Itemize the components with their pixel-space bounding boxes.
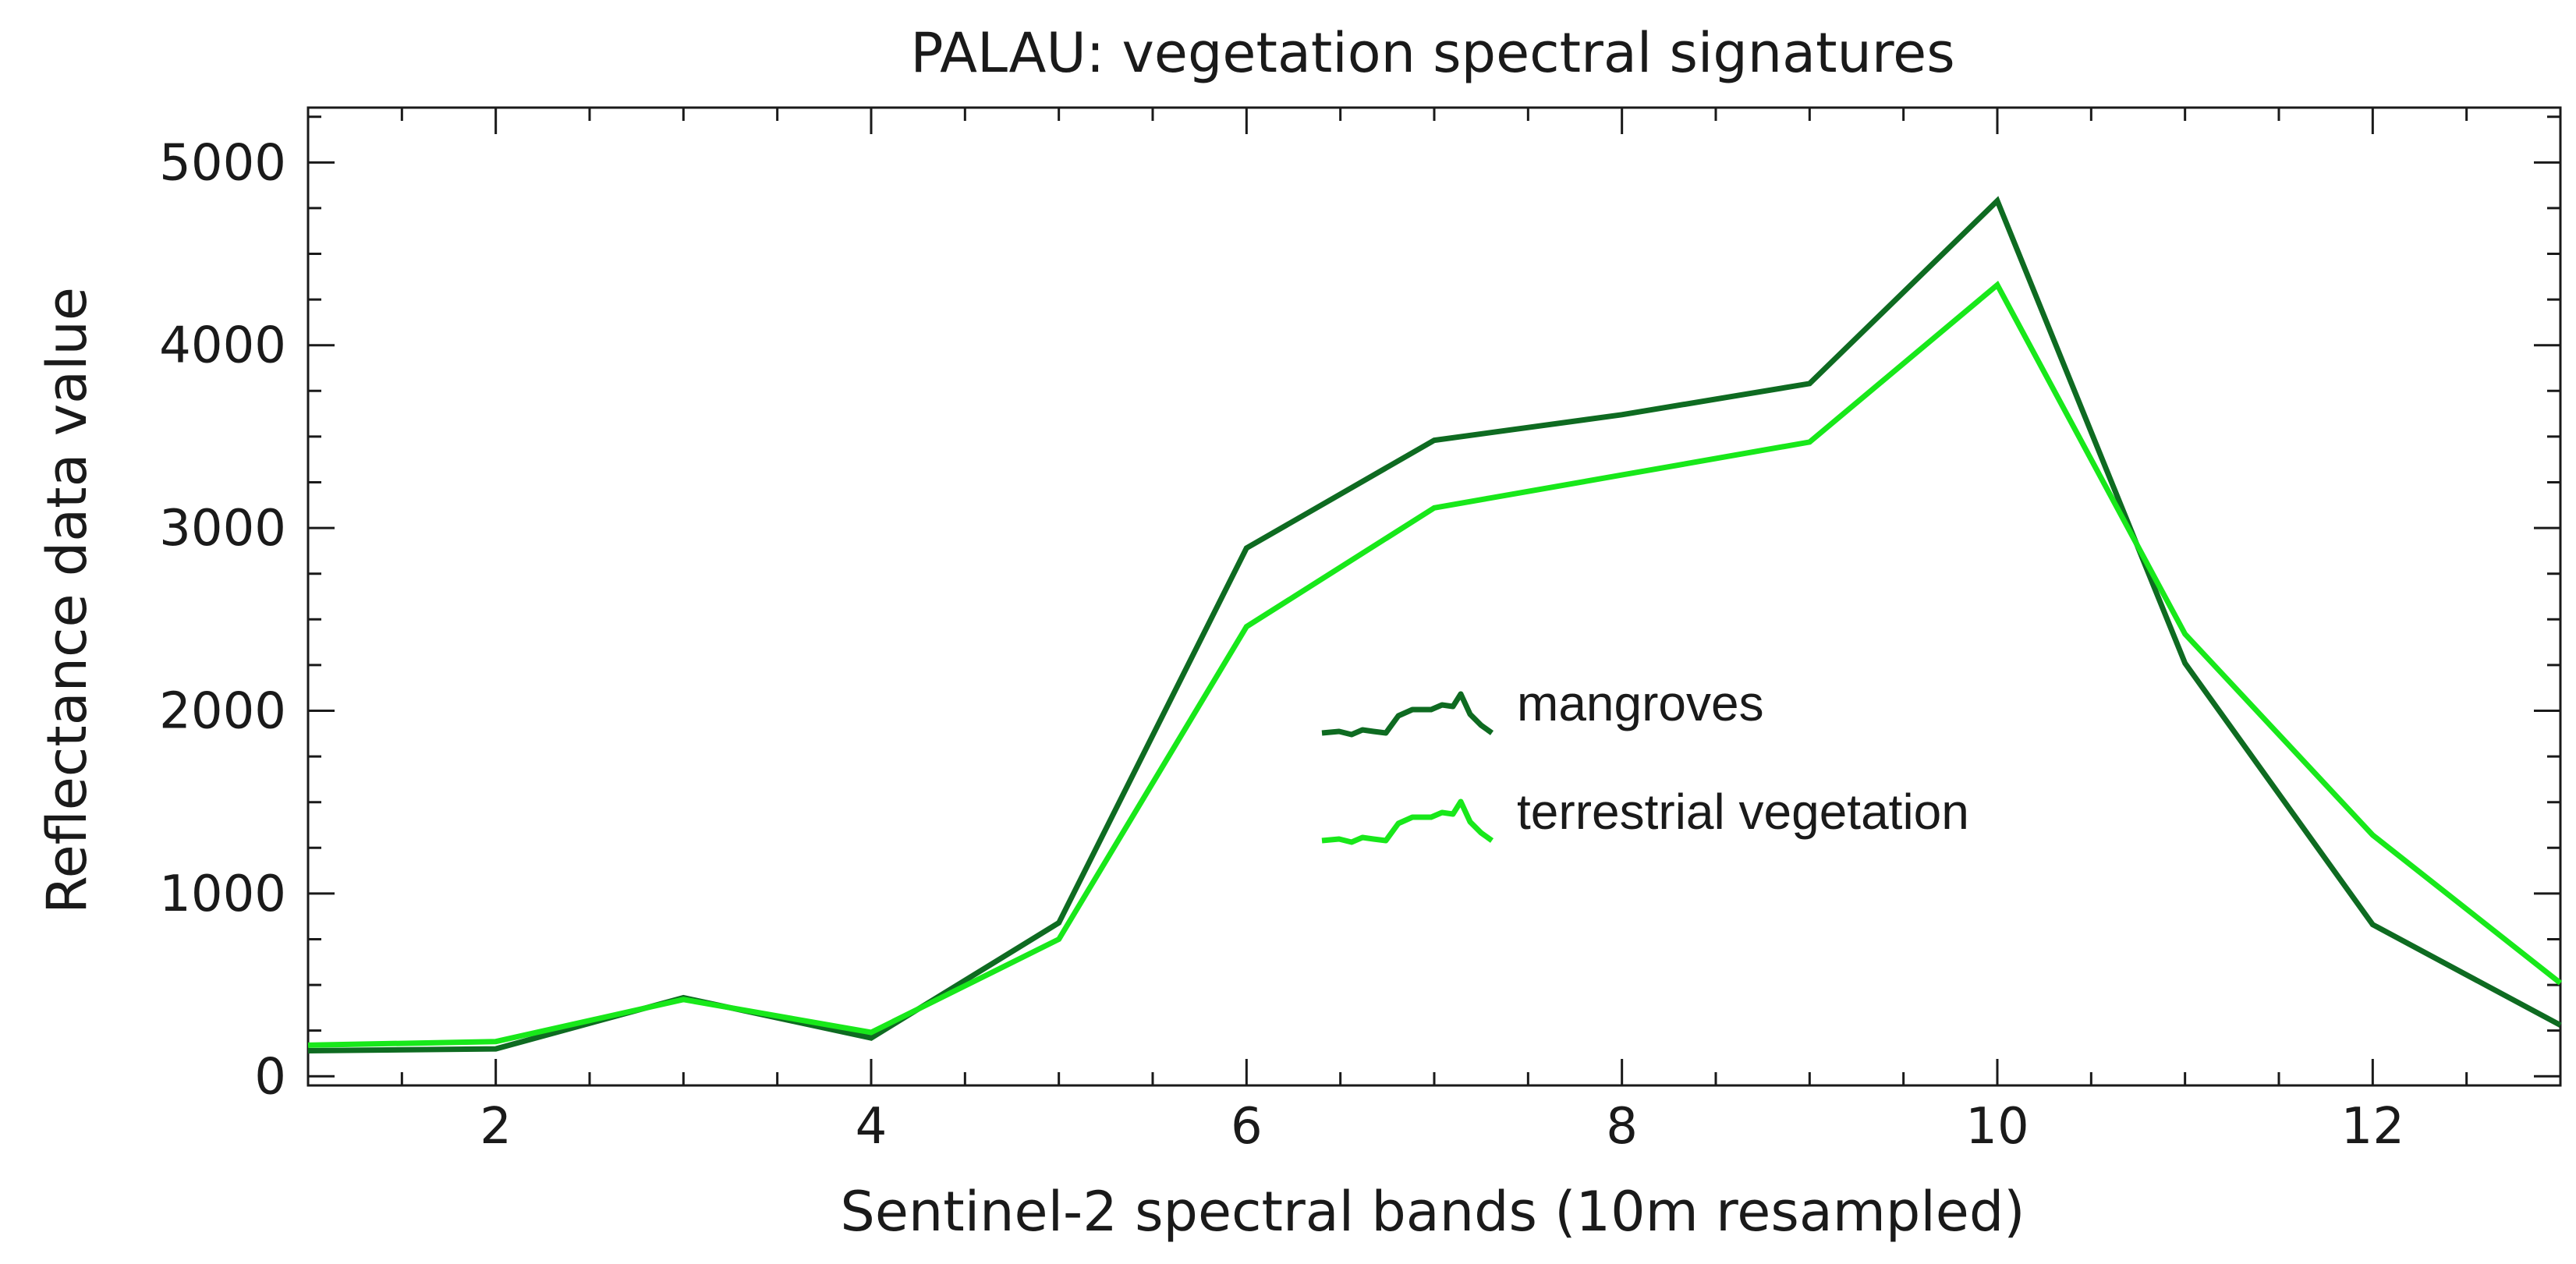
legend: mangroves terrestrial vegetation xyxy=(1321,675,1969,845)
x-tick-label: 8 xyxy=(1606,1098,1638,1156)
series-line-mangroves xyxy=(307,196,2562,1053)
legend-swatch xyxy=(1321,691,1494,738)
y-tick-label: 5000 xyxy=(159,134,286,192)
legend-label: mangroves xyxy=(1517,675,1764,731)
chart-title: PALAU: vegetation spectral signatures xyxy=(910,21,1954,85)
x-tick-label: 2 xyxy=(480,1098,512,1156)
y-tick-label: 1000 xyxy=(159,866,286,923)
y-tick-label: 2000 xyxy=(159,682,286,740)
plot-frame xyxy=(306,106,2562,1087)
tick-labels: 2 4 6 8 10 12 0 1000 2000 3000 4000 5000 xyxy=(159,134,2404,1156)
legend-swatch xyxy=(1321,798,1494,845)
y-tick-label: 0 xyxy=(254,1048,286,1106)
x-tick-label: 10 xyxy=(1965,1098,2029,1156)
x-axis-label: Sentinel-2 spectral bands (10m resampled… xyxy=(840,1180,2025,1244)
legend-label: terrestrial vegetation xyxy=(1517,784,1969,840)
x-tick-label: 4 xyxy=(856,1098,888,1156)
y-tick-label: 4000 xyxy=(159,317,286,375)
axis-ticks xyxy=(306,108,2562,1085)
plot-border xyxy=(306,106,2562,1087)
data-series xyxy=(307,196,2563,1053)
y-axis-label: Reflectance data value xyxy=(35,287,99,914)
x-tick-label: 12 xyxy=(2341,1098,2404,1156)
x-tick-label: 6 xyxy=(1231,1098,1263,1156)
y-tick-label: 3000 xyxy=(159,500,286,558)
series-line-terrestrial-vegetation xyxy=(307,280,2563,1048)
